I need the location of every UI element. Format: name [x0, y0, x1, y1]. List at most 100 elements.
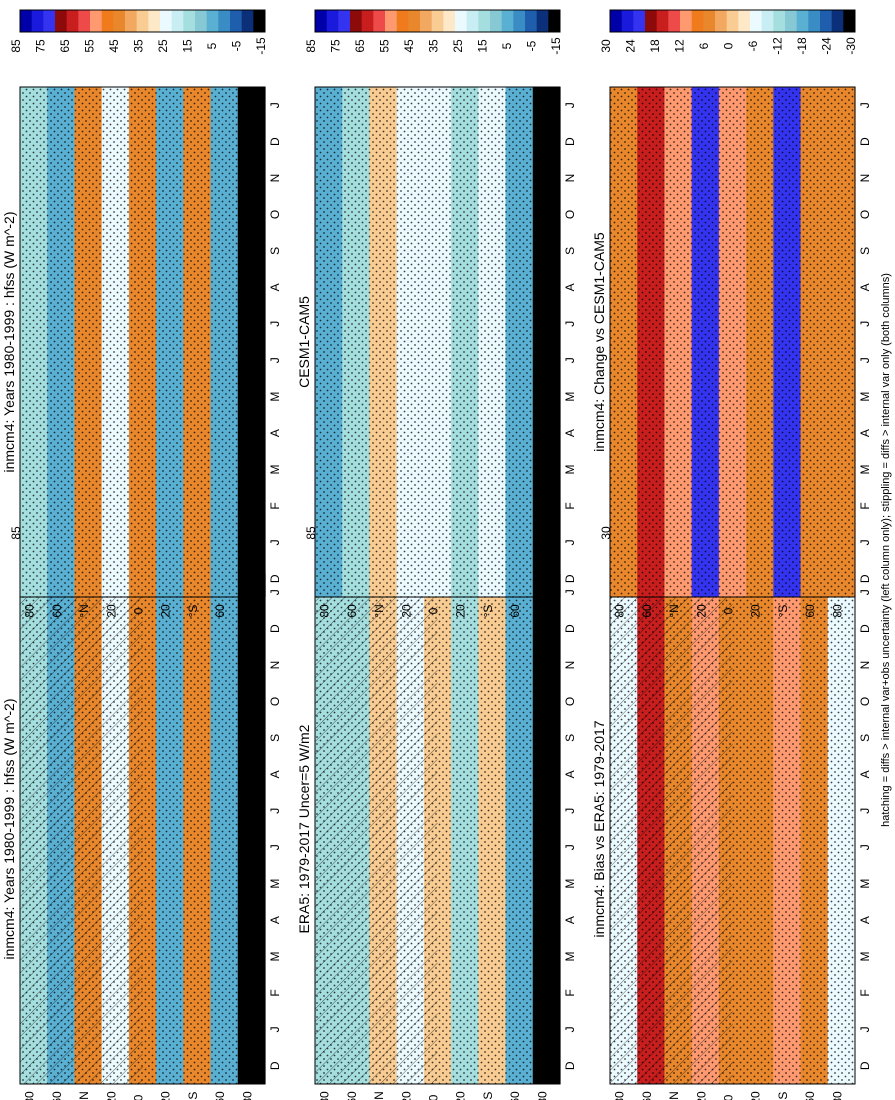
colorbar-swatch	[633, 10, 646, 32]
colorbar-swatch	[843, 10, 856, 32]
colorbar-swatch	[645, 10, 658, 32]
panel-title: inmcm4: Years 1980-1999 : hfss (W m^-2)	[1, 698, 17, 959]
lat-tick-label: 60	[213, 1091, 227, 1100]
month-tick-label: S	[858, 247, 872, 255]
colorbar-swatch	[43, 10, 56, 32]
month-tick-label: F	[268, 989, 282, 996]
lat-tick-label: 0	[132, 607, 146, 614]
lat-tick-label: °N	[77, 604, 91, 617]
colorbar-label: -15	[549, 37, 563, 55]
month-tick-label: M	[268, 879, 282, 889]
month-tick-label: J	[563, 321, 577, 327]
colorbar-label: 55	[83, 39, 97, 53]
month-tick-label: N	[268, 174, 282, 183]
month-tick-label: J	[563, 102, 577, 108]
lat-tick-label: 80	[830, 604, 844, 618]
month-tick-label: A	[268, 770, 282, 778]
colorbar-swatch	[373, 10, 386, 32]
colorbar-swatch	[808, 10, 821, 32]
month-tick-label: N	[858, 174, 872, 183]
colorbar-swatch	[230, 10, 243, 32]
colorbar-label: 45	[402, 39, 416, 53]
month-tick-label: O	[563, 697, 577, 706]
colorbar-label: 5	[205, 42, 219, 49]
lat-tick-label: 20	[399, 604, 413, 618]
colorbar-label: 35	[427, 39, 441, 53]
colorbar-swatch	[408, 10, 421, 32]
colorbar-swatch	[610, 10, 623, 32]
colorbar-label: 25	[451, 39, 465, 53]
colorbar-swatch	[525, 10, 538, 32]
month-tick-label: N	[563, 661, 577, 670]
month-tick-label: S	[268, 734, 282, 742]
colorbar-label: 30	[599, 39, 613, 53]
month-tick-label: J	[858, 844, 872, 850]
colorbar-label: -5	[230, 40, 244, 51]
colorbar-label: -5	[525, 40, 539, 51]
lat-tick-label: 80	[23, 1091, 37, 1100]
lat-tick-label: 60	[213, 604, 227, 618]
month-tick-label: D	[268, 624, 282, 633]
colorbar-label: -30	[844, 37, 858, 55]
colorbar-swatch	[501, 10, 514, 32]
colorbar-swatch	[621, 10, 634, 32]
month-tick-label: J	[858, 808, 872, 814]
colorbar-swatch	[443, 10, 456, 32]
colorbar-swatch	[136, 10, 149, 32]
month-tick-label: O	[858, 697, 872, 706]
lat-tick-label: 20	[749, 1091, 763, 1100]
colorbar-swatch	[385, 10, 398, 32]
colorbar-swatch	[513, 10, 526, 32]
month-tick-label: F	[268, 502, 282, 509]
month-tick-label: O	[563, 210, 577, 219]
month-tick-label: J	[563, 589, 577, 595]
month-tick-label: O	[858, 210, 872, 219]
colorbar-swatch	[195, 10, 208, 32]
lat-tick-label: 20	[749, 604, 763, 618]
lat-tick-label: 80	[23, 604, 37, 618]
lat-tick-label: °S	[481, 1092, 495, 1100]
stippling-overlay	[20, 87, 265, 597]
month-tick-label: D	[563, 1061, 577, 1070]
plot-frame	[314, 86, 561, 598]
stippling-overlay	[315, 87, 560, 597]
colorbar-swatch	[548, 10, 561, 32]
month-tick-label: M	[858, 952, 872, 962]
lat-tick-label: 60	[640, 1091, 654, 1100]
month-tick-label: D	[858, 137, 872, 146]
colorbar-swatch	[78, 10, 91, 32]
lat-tick-label: 80	[613, 604, 627, 618]
colorbar-label: 65	[353, 39, 367, 53]
lat-tick-label: 0	[427, 1094, 441, 1100]
lat-tick-label: 60	[508, 1091, 522, 1100]
month-tick-label: A	[563, 770, 577, 778]
month-tick-label: A	[563, 283, 577, 291]
lat-tick-label: °N	[372, 604, 386, 617]
month-tick-label: N	[858, 661, 872, 670]
plot-frame	[19, 86, 266, 598]
colorbar-frame	[609, 9, 856, 33]
month-tick-label: A	[858, 283, 872, 291]
lat-tick-label: 80	[240, 1091, 254, 1100]
lat-tick-label: 60	[345, 1091, 359, 1100]
colorbar-swatch	[796, 10, 809, 32]
colorbar-swatch	[55, 10, 68, 32]
month-tick-label: A	[563, 916, 577, 924]
month-tick-label: D	[563, 137, 577, 146]
lat-tick-label: °N	[667, 1091, 681, 1100]
lat-tick-label: °S	[776, 1092, 790, 1100]
month-tick-label: A	[563, 429, 577, 437]
lat-tick-label: 60	[640, 604, 654, 618]
colorbar-label: -24	[820, 37, 834, 55]
month-tick-label: J	[563, 539, 577, 545]
month-tick-label: A	[268, 916, 282, 924]
lat-tick-label: °S	[481, 605, 495, 618]
colorbar-swatch	[656, 10, 669, 32]
colorbar-swatch	[338, 10, 351, 32]
colorbar-label: 25	[156, 39, 170, 53]
stippling-overlay	[610, 87, 855, 597]
